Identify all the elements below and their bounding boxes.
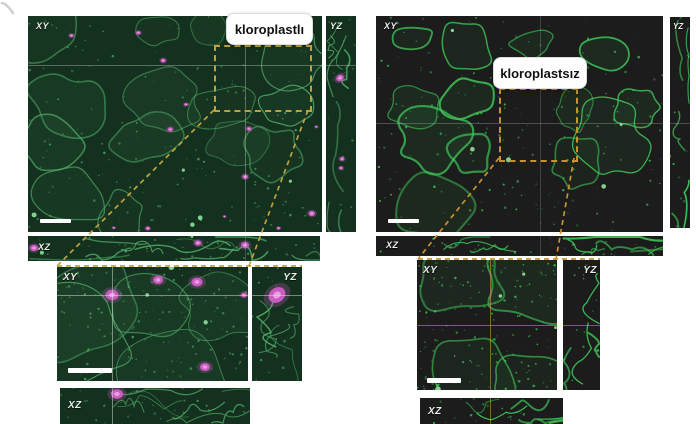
view-label-xy: XY (63, 272, 78, 283)
condition-label-without-chloroplast: kloroplastsız (493, 57, 587, 89)
micrograph-art (28, 236, 320, 261)
view-label-xy: XY (384, 21, 398, 31)
right-inset-xy-panel: XY (417, 260, 557, 390)
micrograph-art (420, 398, 563, 424)
left-main-xy-panel: XY (28, 16, 322, 232)
micrograph-art (563, 260, 600, 390)
micrograph-art (57, 267, 248, 381)
corner-artifact (0, 1, 15, 15)
view-label-xz: XZ (428, 406, 442, 417)
view-label-yz: YZ (673, 22, 684, 31)
view-label-xy: XY (423, 265, 438, 276)
left-inset-yz-panel: YZ (252, 267, 302, 381)
view-label-xz: XZ (68, 400, 82, 411)
condition-label-text: kloroplastlı (234, 21, 305, 37)
left-main-xz-panel: XZ (28, 236, 320, 261)
micrograph-art (376, 16, 663, 232)
view-label-yz: YZ (330, 21, 343, 31)
right-main-yz-panel: YZ (670, 17, 690, 228)
condition-label-text: kloroplastsız (500, 65, 580, 81)
micrograph-art (417, 260, 557, 390)
scale-bar (68, 368, 112, 373)
view-label-yz: YZ (583, 265, 597, 276)
micrograph-art (670, 17, 690, 228)
right-inset-xz-panel: XZ (420, 398, 563, 424)
view-label-yz: YZ (283, 272, 297, 283)
micrograph-art (326, 16, 356, 232)
view-label-xz: XZ (38, 242, 51, 252)
scale-bar (388, 219, 419, 223)
left-main-yz-panel: YZ (326, 16, 356, 232)
micrograph-art (28, 16, 322, 232)
micrograph-art (60, 388, 250, 424)
scale-bar (427, 378, 461, 383)
scale-bar (40, 219, 71, 223)
view-label-xy: XY (36, 21, 50, 31)
right-main-xz-panel: XZ (376, 236, 663, 256)
view-label-xz: XZ (386, 240, 399, 250)
micrograph-art (376, 236, 663, 256)
micrograph-art (252, 267, 302, 381)
right-inset-yz-panel: YZ (563, 260, 600, 390)
left-inset-xz-panel: XZ (60, 388, 250, 424)
right-main-xy-panel: XY (376, 16, 663, 232)
left-inset-xy-panel: XY (57, 267, 248, 381)
condition-label-with-chloroplast: kloroplastlı (226, 13, 313, 45)
